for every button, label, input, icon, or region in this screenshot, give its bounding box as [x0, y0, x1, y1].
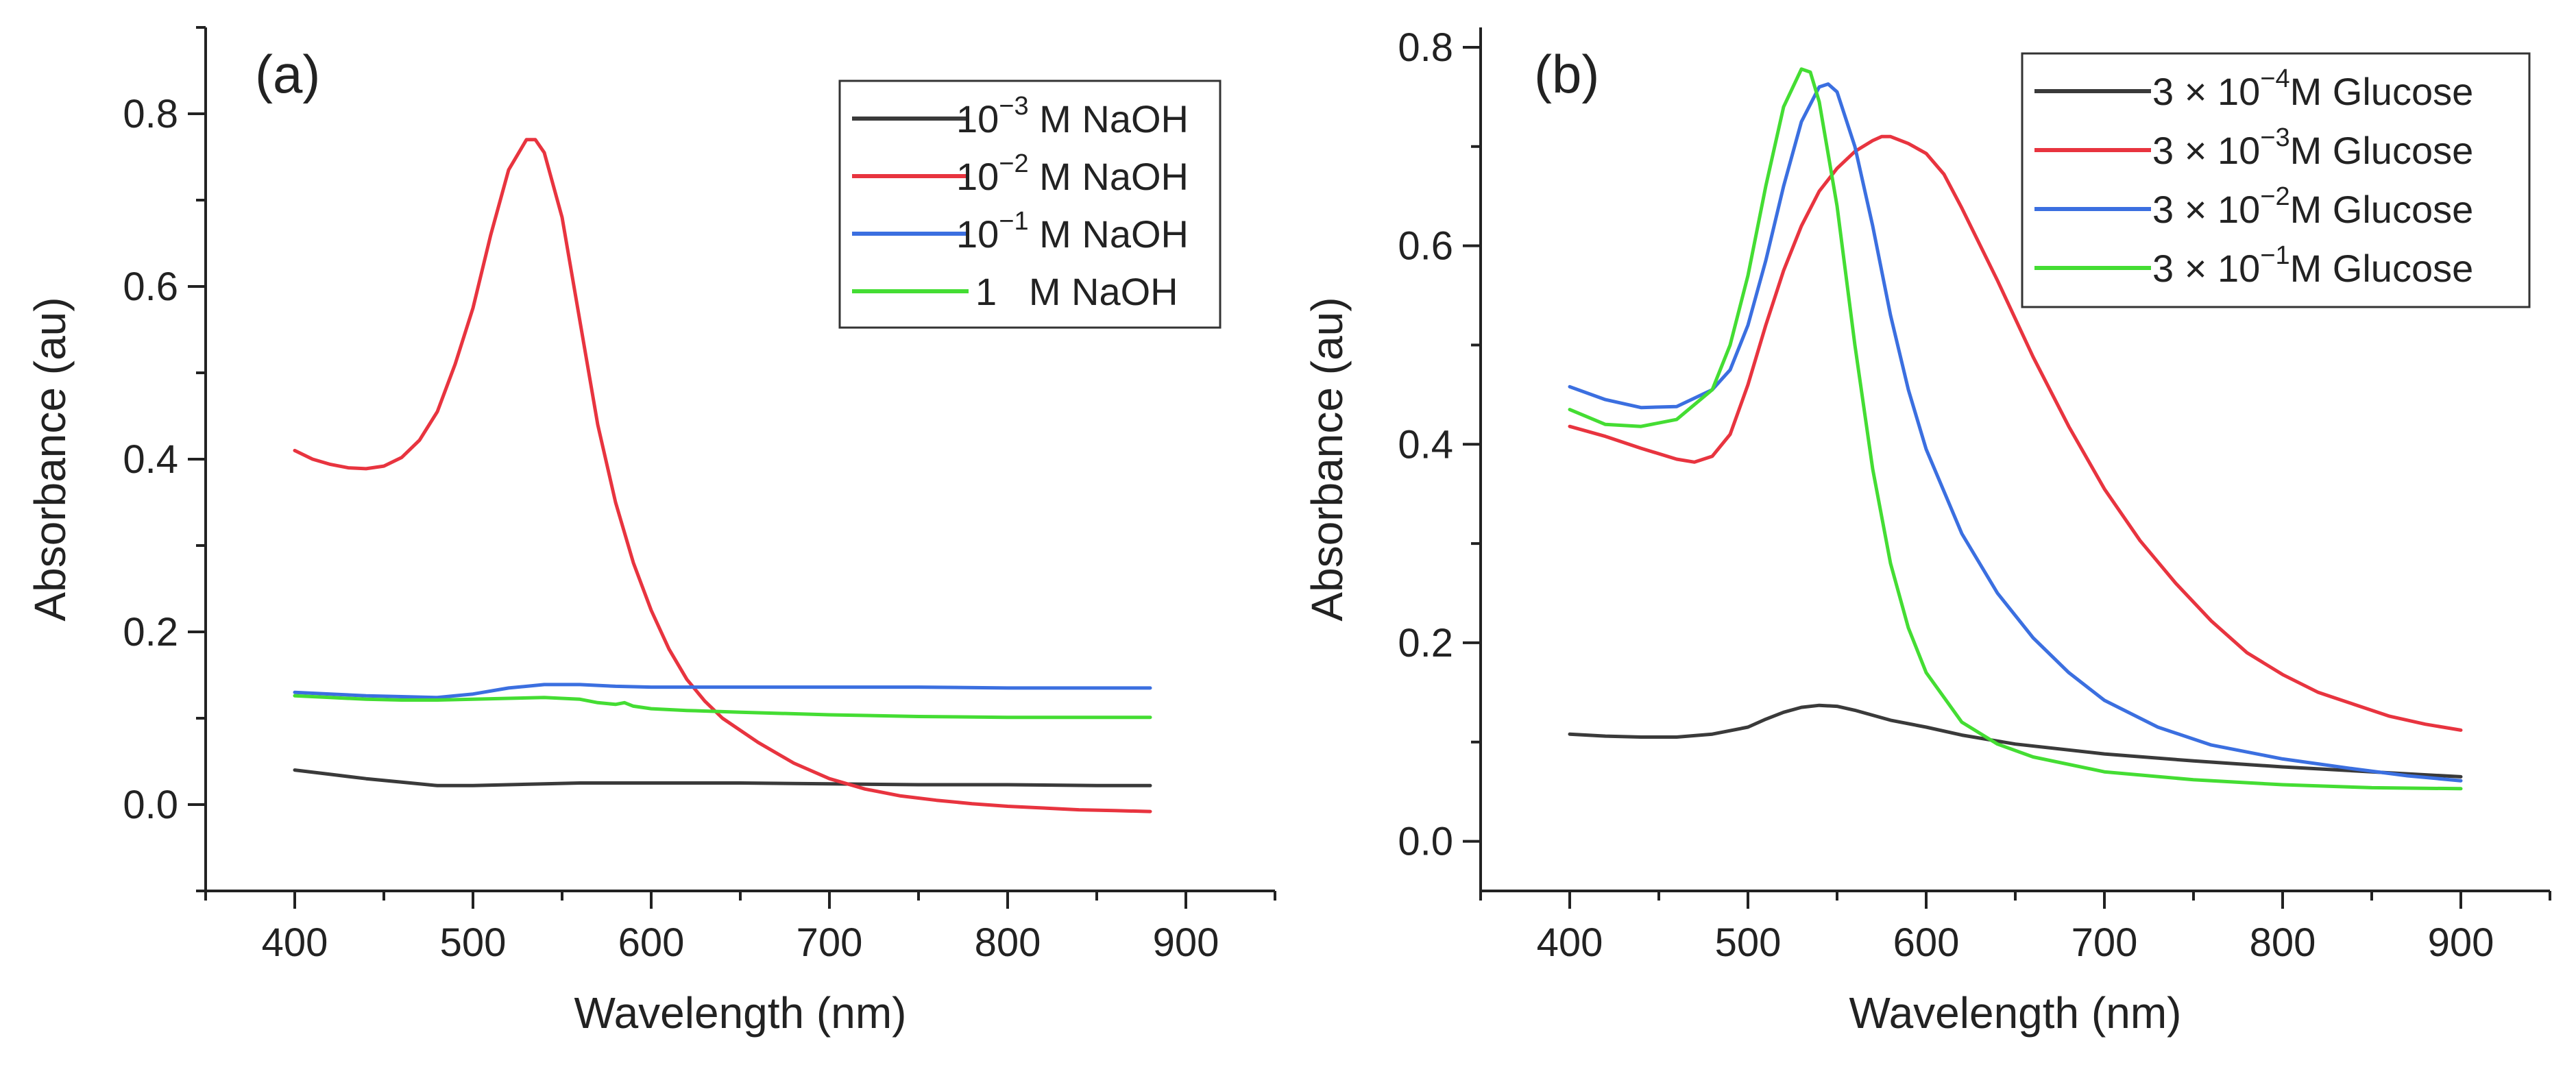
x-tick-label: 700	[2071, 920, 2138, 965]
x-tick-label: 500	[1715, 920, 1782, 965]
series-line-1	[1568, 703, 2463, 779]
legend-text-exponent: −3	[999, 92, 1028, 121]
x-tick-label: 600	[618, 920, 685, 965]
legend-entry: 3 × 10−3M Glucose	[2152, 123, 2473, 172]
series-line-4	[293, 694, 1152, 720]
x-tick-label: 800	[975, 920, 1041, 965]
legend-entry: 1 M NaOH	[975, 270, 1178, 313]
x-tick-label: 700	[797, 920, 863, 965]
x-tick-label: 600	[1893, 920, 1960, 965]
legend-text-exponent: −3	[2260, 123, 2289, 152]
series-line-2	[293, 138, 1152, 813]
legend-entry: 10−1 M NaOH	[956, 207, 1189, 256]
legend-text-unit: M Glucose	[2290, 188, 2474, 231]
legend-text-exponent: −1	[999, 207, 1028, 236]
y-tick-label: 0.0	[1398, 820, 1453, 864]
legend-text-main: 10	[956, 155, 999, 198]
series-line-4	[1568, 67, 2463, 791]
legend-entry: 3 × 10−4M Glucose	[2152, 64, 2473, 113]
legend-text-unit: M NaOH	[1029, 155, 1189, 198]
legend-entry: 10−3 M NaOH	[956, 92, 1189, 140]
series-line-1	[293, 768, 1152, 787]
panel-label: (b)	[1534, 44, 1599, 104]
x-axis-title: Wavelength (nm)	[574, 988, 907, 1038]
legend-text-main: 3 × 10	[2152, 247, 2260, 290]
y-tick-label: 0.4	[1398, 422, 1453, 467]
legend-entry: 3 × 10−1M Glucose	[2152, 241, 2473, 290]
legend-text-main: 10	[956, 97, 999, 140]
x-tick-label: 400	[1537, 920, 1603, 965]
legend-entry: 10−2 M NaOH	[956, 149, 1189, 198]
legend-text-unit: M Glucose	[2290, 129, 2474, 172]
x-tick-label: 900	[2428, 920, 2494, 965]
legend-entry: 3 × 10−2M Glucose	[2152, 182, 2473, 231]
legend-text-exponent: −1	[2260, 241, 2289, 270]
legend-text-unit: M Glucose	[2290, 70, 2474, 113]
series-line-3	[1568, 82, 2463, 783]
legend-text-unit: M NaOH	[997, 270, 1178, 313]
y-axis-title: Absorbance (au)	[1302, 297, 1352, 621]
x-tick-label: 900	[1153, 920, 1219, 965]
y-tick-label: 0.2	[1398, 621, 1453, 665]
y-tick-label: 0.2	[123, 610, 178, 654]
series-line-2	[1568, 134, 2463, 732]
x-tick-label: 400	[262, 920, 328, 965]
legend-text-main: 3 × 10	[2152, 70, 2260, 113]
y-tick-label: 0.6	[123, 265, 178, 309]
x-tick-label: 500	[440, 920, 507, 965]
legend-box	[838, 79, 1222, 329]
y-axis-title: Absorbance (au)	[25, 297, 75, 621]
series-line-3	[293, 683, 1152, 700]
legend-text-main: 10	[956, 212, 999, 256]
y-tick-label: 0.0	[123, 783, 178, 827]
panel-b: 400 500 600 700 800 900 0.0 0.2 0.4 0.6 0.8 Wavelen…	[1302, 25, 2551, 1038]
panel-label: (a)	[255, 44, 320, 104]
legend-text-exponent: −2	[2260, 182, 2289, 211]
legend-box	[2021, 52, 2531, 308]
legend-text-exponent: −2	[999, 149, 1028, 178]
legend-text-main: 3 × 10	[2152, 129, 2260, 172]
y-tick-label: 0.8	[123, 92, 178, 136]
legend-text-unit: M NaOH	[1029, 97, 1189, 140]
legend-text-unit: M NaOH	[1029, 212, 1189, 256]
y-tick-label: 0.8	[1398, 25, 1453, 70]
legend-text-main: 3 × 10	[2152, 188, 2260, 231]
y-tick-label: 0.4	[123, 437, 178, 482]
legend-text-exponent: −4	[2260, 64, 2289, 93]
legend-text-unit: M Glucose	[2290, 247, 2474, 290]
panel-a: 400 500 600 700 800 900 0.0 0.2 0.4 0.6 0.8 Wavelen…	[25, 26, 1276, 1038]
legend-text-main: 1	[975, 270, 997, 313]
x-tick-label: 800	[2250, 920, 2316, 965]
x-axis-title: Wavelength (nm)	[1849, 988, 2182, 1038]
y-tick-label: 0.6	[1398, 224, 1453, 269]
